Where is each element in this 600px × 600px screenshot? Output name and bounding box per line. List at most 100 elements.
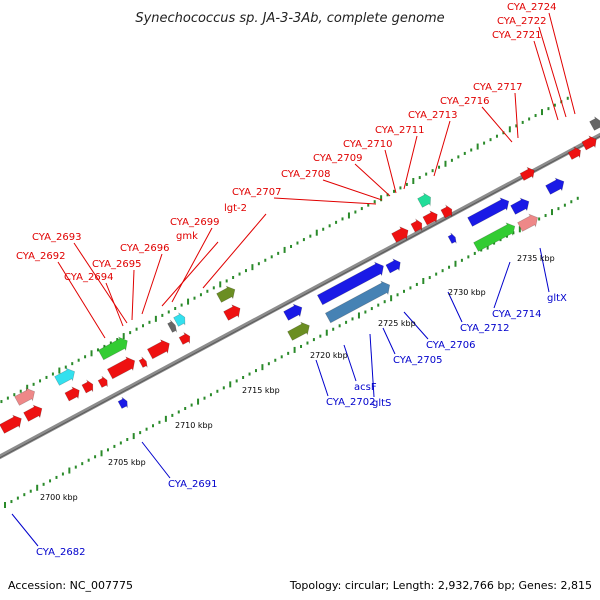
gene-ah[interactable]: [567, 146, 581, 160]
genome-backbone-shadow: [0, 135, 600, 459]
gene-label-cya-2696[interactable]: CYA_2696: [120, 243, 169, 254]
gene-ae[interactable]: [517, 213, 538, 232]
gene-label-cya-2709[interactable]: CYA_2709: [313, 153, 362, 164]
scale-labels: 2700 kbp 2705 kbp 2710 kbp 2715 kbp 2720 kbp…: [40, 254, 555, 502]
gene-aa[interactable]: [447, 232, 457, 244]
gene-label-gmk[interactable]: gmk: [176, 231, 198, 242]
gene-s[interactable]: [316, 261, 384, 306]
gene-labels: CYA_2724 CYA_2722 CYA_2721 CYA_2717 CYA_2716…: [16, 2, 567, 558]
gene-l[interactable]: [167, 319, 177, 333]
leader-line: [539, 247, 550, 293]
gene-label-cya-2722[interactable]: CYA_2722: [497, 16, 546, 27]
scale-label: 2735 kbp: [517, 254, 555, 263]
gene-q[interactable]: [283, 303, 303, 321]
scale-label: 2720 kbp: [310, 351, 348, 360]
leader-line: [105, 282, 124, 327]
leader-line: [481, 106, 513, 143]
gene-label-cya-2695[interactable]: CYA_2695: [92, 259, 141, 270]
gene-label-cya-2706[interactable]: CYA_2706: [426, 340, 475, 351]
gene-v[interactable]: [391, 226, 409, 243]
gene-label-cya-2711[interactable]: CYA_2711: [375, 125, 424, 136]
gene-k[interactable]: [146, 339, 170, 360]
gene-label-cya-2694[interactable]: CYA_2694: [64, 272, 113, 283]
gene-aj[interactable]: [589, 116, 600, 131]
scale-label: 2705 kbp: [108, 458, 146, 467]
gene-y[interactable]: [440, 204, 453, 219]
gene-label-cya-2717[interactable]: CYA_2717: [473, 82, 522, 93]
gene-label-cya-2724[interactable]: CYA_2724: [507, 2, 556, 13]
gene-label-cya-2699[interactable]: CYA_2699: [170, 217, 219, 228]
gene-z[interactable]: [417, 192, 431, 208]
gene-ab[interactable]: [467, 197, 510, 227]
gene-x[interactable]: [422, 210, 438, 226]
gene-label-cya-2682[interactable]: CYA_2682: [36, 547, 85, 558]
leader-line: [403, 135, 418, 190]
leader-line: [343, 344, 357, 382]
gene-p[interactable]: [216, 285, 236, 303]
gene-c[interactable]: [14, 387, 35, 406]
gene-f[interactable]: [54, 367, 75, 386]
gene-d[interactable]: [64, 386, 80, 402]
gene-n[interactable]: [178, 331, 191, 345]
leader-line: [369, 333, 375, 398]
scale-label: 2730 kbp: [448, 288, 486, 297]
leader-line: [131, 269, 135, 321]
gene-label-cya-2712[interactable]: CYA_2712: [460, 323, 509, 334]
gene-label-cya-2707[interactable]: CYA_2707: [232, 187, 281, 198]
gene-ak[interactable]: [117, 397, 128, 409]
leader-line: [433, 120, 451, 177]
gene-ag[interactable]: [545, 177, 565, 195]
scale-label: 2700 kbp: [40, 493, 78, 502]
leader-line: [384, 149, 397, 194]
gene-label-glts[interactable]: gltS: [372, 398, 391, 409]
gene-i[interactable]: [97, 336, 128, 361]
gene-label-cya-2714[interactable]: CYA_2714: [492, 309, 541, 320]
leader-line: [548, 12, 576, 115]
gene-label-cya-2705[interactable]: CYA_2705: [393, 355, 442, 366]
gene-e[interactable]: [81, 379, 94, 394]
gene-g[interactable]: [97, 376, 108, 388]
gene-a[interactable]: [0, 414, 22, 434]
gene-label-cya-2702[interactable]: CYA_2702: [326, 397, 375, 408]
gene-label-acsf[interactable]: acsF: [354, 382, 377, 393]
gene-label-lgt-2[interactable]: lgt-2: [224, 203, 247, 214]
gene-label-cya-2713[interactable]: CYA_2713: [408, 110, 457, 121]
gene-j[interactable]: [138, 356, 148, 368]
leader-line: [403, 311, 429, 340]
leader-line: [533, 40, 559, 121]
gene-ad[interactable]: [473, 222, 516, 252]
leader-line: [382, 327, 396, 355]
leader-line: [171, 227, 213, 303]
gene-label-cya-2716[interactable]: CYA_2716: [440, 96, 489, 107]
gene-o[interactable]: [223, 304, 241, 321]
gene-label-gltx[interactable]: gltX: [547, 293, 567, 304]
gene-ai[interactable]: [581, 135, 597, 151]
genome-summary: Topology: circular; Length: 2,932,766 bp…: [289, 579, 592, 592]
leader-line: [322, 179, 383, 201]
gene-b[interactable]: [23, 404, 43, 422]
scale-label: 2715 kbp: [242, 386, 280, 395]
gene-label-cya-2710[interactable]: CYA_2710: [343, 139, 392, 150]
gene-features: [0, 116, 600, 434]
gene-label-cya-2692[interactable]: CYA_2692: [16, 251, 65, 262]
gene-r[interactable]: [287, 321, 310, 341]
tick-rows: [0, 96, 579, 508]
leader-line: [447, 291, 463, 323]
gene-label-cya-2708[interactable]: CYA_2708: [281, 169, 330, 180]
gene-m[interactable]: [173, 312, 186, 327]
gene-u[interactable]: [385, 258, 401, 274]
gene-w[interactable]: [410, 218, 423, 233]
accession-label: Accession: NC_007775: [8, 579, 134, 592]
leader-line: [514, 92, 519, 139]
gene-ac[interactable]: [510, 197, 530, 215]
leader-line: [11, 513, 39, 547]
gene-t[interactable]: [324, 280, 391, 324]
leader-line: [493, 261, 511, 309]
gene-label-cya-2721[interactable]: CYA_2721: [492, 30, 541, 41]
gene-label-cya-2691[interactable]: CYA_2691: [168, 479, 217, 490]
gene-h[interactable]: [106, 356, 136, 380]
gene-af[interactable]: [519, 166, 535, 181]
gene-label-cya-2693[interactable]: CYA_2693: [32, 232, 81, 243]
